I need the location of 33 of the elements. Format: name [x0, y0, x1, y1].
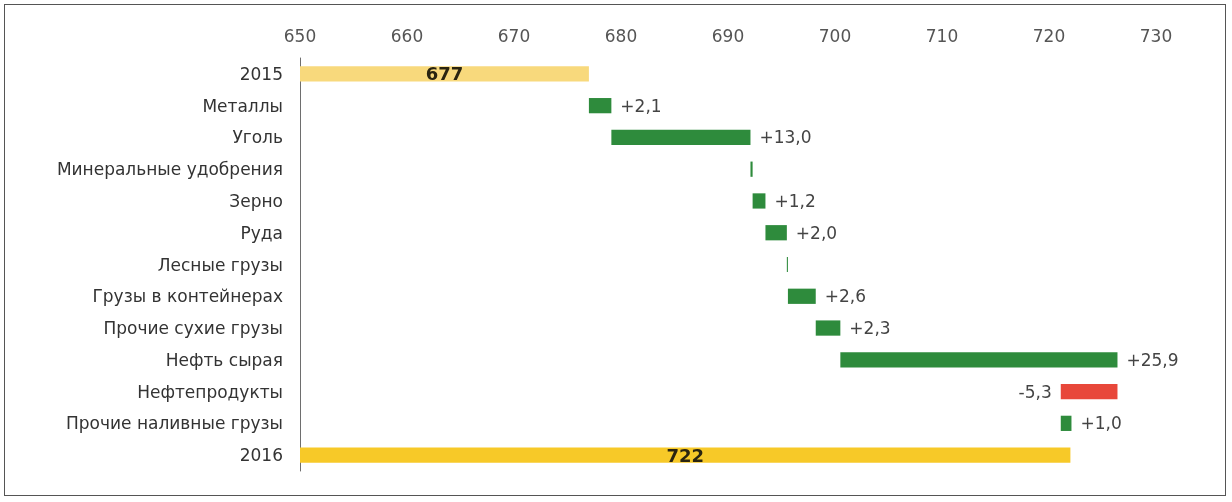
data-label: +2,3: [849, 318, 891, 339]
y-tick-label: Нефтепродукты: [137, 381, 283, 402]
data-label: 677: [425, 63, 464, 85]
data-label: +2,6: [824, 286, 867, 307]
data-label: 722: [666, 444, 704, 466]
data-label: +25,9: [1126, 349, 1179, 370]
y-tick-label: Грузы в контейнерах: [92, 286, 283, 307]
y-tick-label: Прочие сухие грузы: [103, 318, 283, 339]
y-tick-label: 2016: [239, 445, 283, 466]
data-label: +2,1: [620, 95, 662, 116]
y-tick-label: Руда: [240, 222, 283, 243]
y-tick-label: Прочие наливные грузы: [65, 413, 283, 434]
y-tick-label: Минеральные удобрения: [56, 159, 283, 180]
data-label: -5,3: [1018, 381, 1052, 402]
x-tick-label: 650: [283, 25, 317, 46]
y-tick-label: Нефть сырая: [165, 349, 283, 370]
data-label: +1,0: [1080, 413, 1122, 434]
x-tick-label: 690: [711, 25, 745, 46]
x-tick-label: 670: [497, 25, 531, 46]
x-tick-label: 680: [604, 25, 638, 46]
y-tick-label: Лесные грузы: [157, 254, 283, 275]
data-label: +2,0: [795, 222, 838, 243]
y-tick-label: Зерно: [229, 190, 283, 211]
x-tick-label: 660: [390, 25, 424, 46]
x-tick-label: 730: [1139, 25, 1173, 46]
x-tick-label: 720: [1032, 25, 1066, 46]
x-tick-label: 700: [818, 25, 852, 46]
data-label: +13,0: [759, 127, 812, 148]
x-tick-label: 710: [925, 25, 959, 46]
y-tick-label: Уголь: [232, 127, 283, 148]
y-tick-label: Металлы: [202, 95, 283, 116]
y-tick-label: 2015: [239, 63, 283, 84]
data-label: +1,2: [774, 190, 816, 211]
